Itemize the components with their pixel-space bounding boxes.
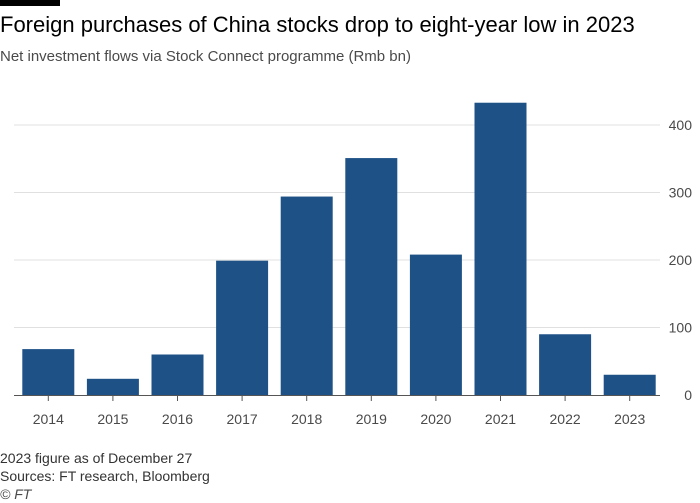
y-axis-ticks: 0 100 200 300 400: [669, 117, 693, 403]
bar-2021: [474, 102, 527, 395]
chart-sources: Sources: FT research, Bloomberg: [0, 468, 210, 484]
bar-2017: [216, 260, 269, 395]
y-tick-label: 0: [684, 387, 692, 403]
x-axis-ticks: 2014 2015 2016 2017 2018 2019 2020 2021 2022 2023: [33, 395, 645, 427]
bar-2022: [539, 334, 592, 395]
x-tick-label: 2014: [33, 411, 64, 427]
bar-2018: [280, 196, 333, 395]
chart-footnote: 2023 figure as of December 27: [0, 450, 193, 466]
chart-title: Foreign purchases of China stocks drop t…: [0, 12, 635, 37]
x-tick-label: 2018: [291, 411, 322, 427]
copyright-text: © FT: [0, 486, 32, 502]
bar-2020: [409, 254, 462, 395]
bar-2014: [22, 349, 75, 395]
x-tick-label: 2020: [420, 411, 451, 427]
bar-2019: [345, 158, 398, 395]
y-tick-label: 100: [669, 320, 693, 336]
gridlines: [14, 124, 660, 328]
bar-2023: [603, 374, 656, 395]
x-tick-label: 2021: [485, 411, 516, 427]
title-accent-rule: [0, 0, 60, 6]
bar-2016: [151, 354, 204, 395]
x-tick-label: 2023: [614, 411, 645, 427]
y-tick-label: 300: [669, 185, 693, 201]
x-tick-label: 2022: [550, 411, 581, 427]
x-tick-label: 2019: [356, 411, 387, 427]
chart-subtitle: Net investment flows via Stock Connect p…: [0, 48, 411, 65]
x-tick-label: 2015: [97, 411, 128, 427]
bar-2015: [86, 378, 139, 395]
x-tick-label: 2016: [162, 411, 193, 427]
y-tick-label: 200: [669, 252, 693, 268]
x-tick-label: 2017: [227, 411, 258, 427]
y-tick-label: 400: [669, 117, 693, 133]
bars: [22, 102, 656, 395]
